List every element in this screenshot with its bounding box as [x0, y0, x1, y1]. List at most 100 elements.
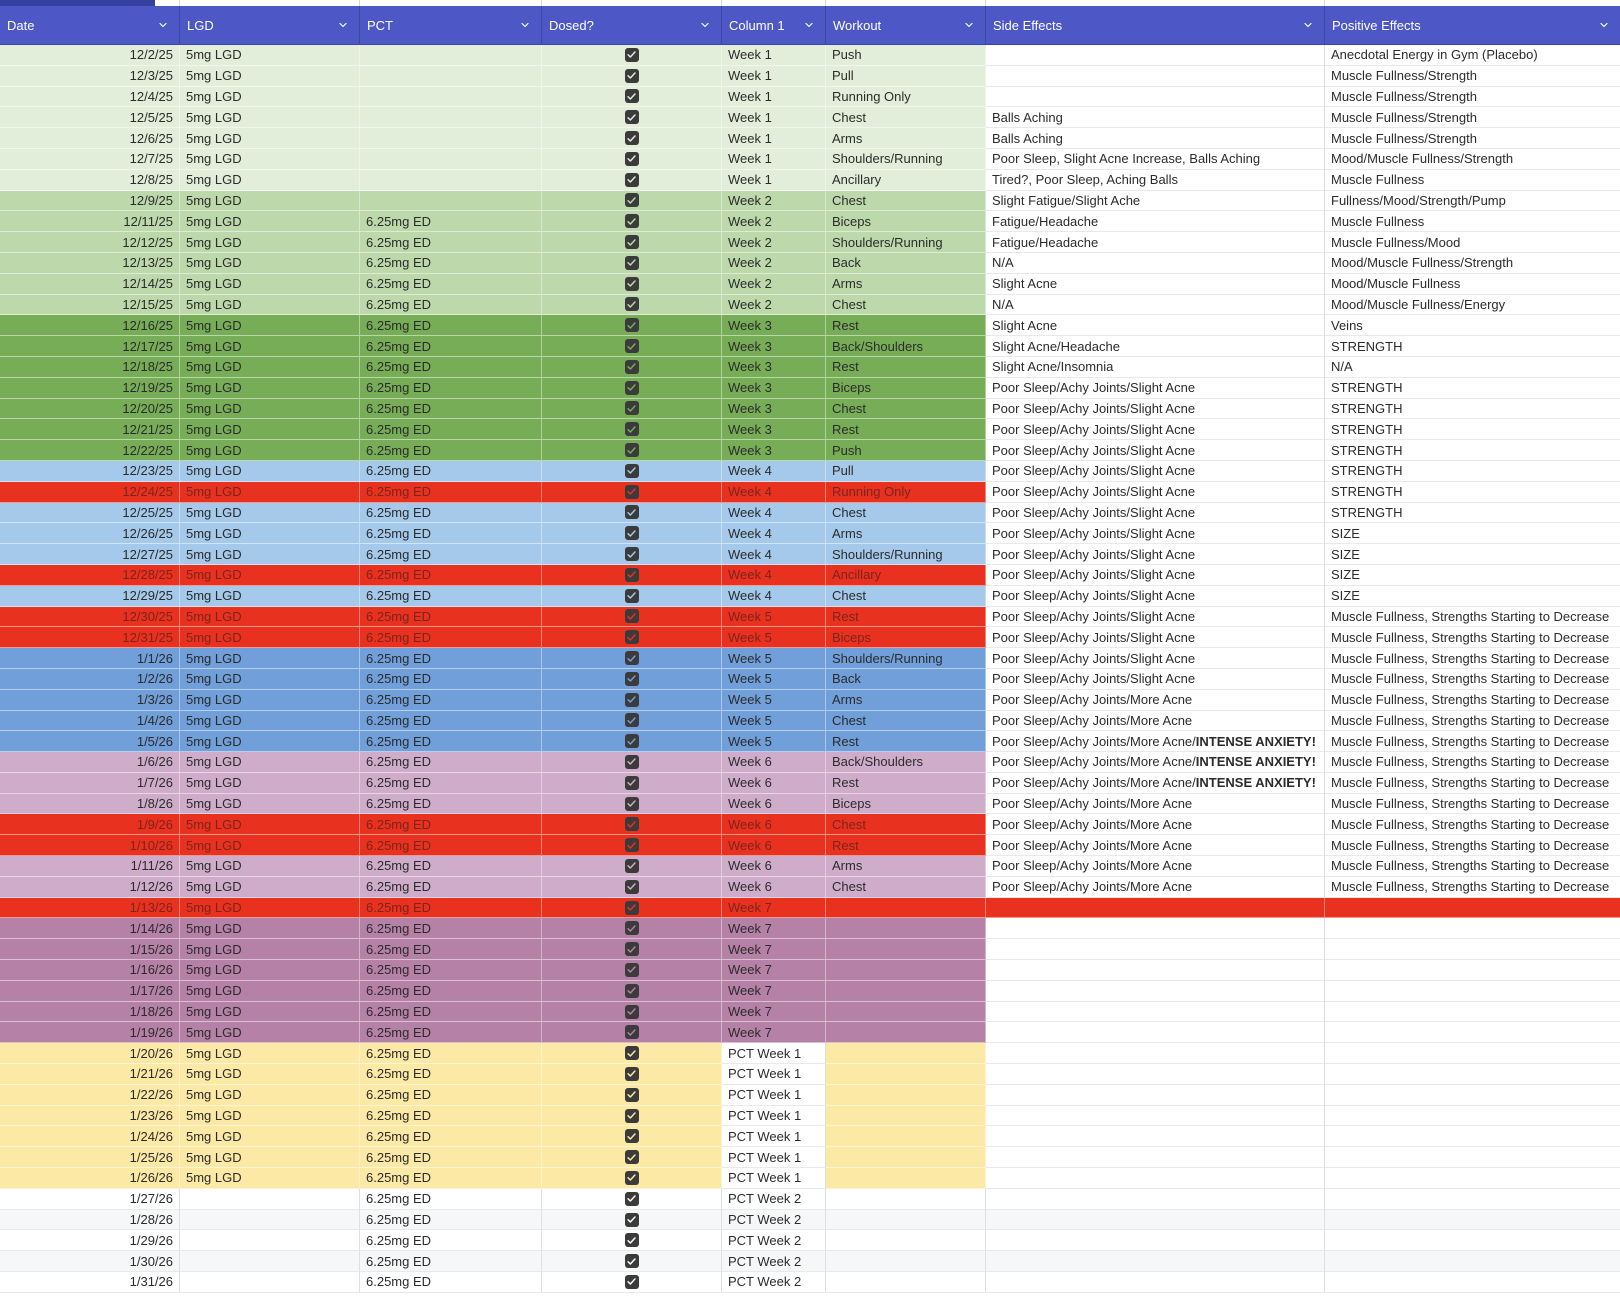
cell-pct[interactable]: 6.25mg ED: [360, 648, 542, 669]
cell-column1[interactable]: Week 4: [722, 523, 826, 545]
cell-workout[interactable]: Chest: [826, 876, 986, 898]
cell-lgd[interactable]: 5mg LGD: [180, 606, 360, 628]
cell-dosed[interactable]: [542, 1272, 722, 1293]
cell-column1[interactable]: PCT Week 1: [722, 1105, 826, 1127]
cell-positive-effects[interactable]: Muscle Fullness/Strength: [1325, 107, 1620, 129]
cell-positive-effects[interactable]: N/A: [1325, 356, 1620, 378]
cell-dosed[interactable]: [542, 502, 722, 524]
dosed-checkbox[interactable]: [624, 838, 639, 853]
cell-column1[interactable]: Week 5: [722, 668, 826, 690]
cell-dosed[interactable]: [542, 544, 722, 565]
cell-pct[interactable]: 6.25mg ED: [360, 232, 542, 253]
cell-pct[interactable]: 6.25mg ED: [360, 1043, 542, 1065]
cell-lgd[interactable]: 5mg LGD: [180, 419, 360, 441]
cell-side-effects[interactable]: Poor Sleep/Achy Joints/Slight Acne: [986, 564, 1325, 586]
cell-lgd[interactable]: 5mg LGD: [180, 65, 360, 87]
cell-dosed[interactable]: [542, 315, 722, 337]
cell-date[interactable]: 12/31/25: [0, 627, 180, 649]
dosed-checkbox[interactable]: [624, 567, 639, 582]
cell-workout[interactable]: Chest: [826, 710, 986, 732]
cell-side-effects[interactable]: Slight Fatigue/Slight Ache: [986, 190, 1325, 212]
cell-lgd[interactable]: 5mg LGD: [180, 211, 360, 233]
cell-date[interactable]: 1/24/26: [0, 1126, 180, 1148]
cell-lgd[interactable]: 5mg LGD: [180, 315, 360, 337]
cell-positive-effects[interactable]: Muscle Fullness, Strengths Starting to D…: [1325, 856, 1620, 877]
cell-lgd[interactable]: 5mg LGD: [180, 107, 360, 129]
dosed-checkbox[interactable]: [624, 380, 639, 395]
cell-positive-effects[interactable]: Muscle Fullness, Strengths Starting to D…: [1325, 668, 1620, 690]
cell-side-effects[interactable]: [986, 1001, 1325, 1023]
cell-date[interactable]: 12/16/25: [0, 315, 180, 337]
cell-date[interactable]: 12/26/25: [0, 523, 180, 545]
cell-column1[interactable]: Week 7: [722, 1001, 826, 1023]
cell-dosed[interactable]: [542, 440, 722, 461]
cell-pct[interactable]: 6.25mg ED: [360, 585, 542, 607]
cell-pct[interactable]: 6.25mg ED: [360, 1251, 542, 1273]
cell-column1[interactable]: Week 6: [722, 835, 826, 857]
cell-date[interactable]: 1/30/26: [0, 1251, 180, 1273]
cell-column1[interactable]: PCT Week 2: [722, 1209, 826, 1231]
cell-positive-effects[interactable]: [1325, 1126, 1620, 1148]
dosed-checkbox[interactable]: [624, 734, 639, 749]
cell-positive-effects[interactable]: Fullness/Mood/Strength/Pump: [1325, 190, 1620, 212]
cell-dosed[interactable]: [542, 668, 722, 690]
cell-lgd[interactable]: 5mg LGD: [180, 1126, 360, 1148]
cell-dosed[interactable]: [542, 523, 722, 545]
cell-column1[interactable]: Week 7: [722, 980, 826, 1002]
cell-date[interactable]: 12/21/25: [0, 419, 180, 441]
cell-column1[interactable]: Week 2: [722, 273, 826, 295]
cell-lgd[interactable]: 5mg LGD: [180, 960, 360, 981]
cell-dosed[interactable]: [542, 377, 722, 399]
cell-dosed[interactable]: [542, 960, 722, 981]
cell-date[interactable]: 12/15/25: [0, 294, 180, 316]
cell-workout[interactable]: [826, 960, 986, 981]
cell-column1[interactable]: Week 6: [722, 772, 826, 794]
cell-date[interactable]: 1/31/26: [0, 1272, 180, 1293]
cell-column1[interactable]: PCT Week 1: [722, 1064, 826, 1085]
dosed-checkbox[interactable]: [624, 879, 639, 894]
cell-workout[interactable]: Shoulders/Running: [826, 232, 986, 253]
cell-dosed[interactable]: [542, 939, 722, 961]
cell-side-effects[interactable]: [986, 45, 1325, 66]
cell-date[interactable]: 1/28/26: [0, 1209, 180, 1231]
cell-side-effects[interactable]: Poor Sleep/Achy Joints/More Acne: [986, 689, 1325, 711]
cell-lgd[interactable]: 5mg LGD: [180, 440, 360, 461]
cell-date[interactable]: 1/10/26: [0, 835, 180, 857]
cell-lgd[interactable]: [180, 1209, 360, 1231]
cell-column1[interactable]: Week 1: [722, 86, 826, 108]
cell-side-effects[interactable]: Slight Acne: [986, 315, 1325, 337]
cell-positive-effects[interactable]: Muscle Fullness, Strengths Starting to D…: [1325, 627, 1620, 649]
cell-lgd[interactable]: 5mg LGD: [180, 377, 360, 399]
cell-dosed[interactable]: [542, 1064, 722, 1085]
cell-date[interactable]: 12/30/25: [0, 606, 180, 628]
cell-pct[interactable]: 6.25mg ED: [360, 856, 542, 877]
cell-side-effects[interactable]: Poor Sleep/Achy Joints/Slight Acne: [986, 481, 1325, 503]
cell-positive-effects[interactable]: SIZE: [1325, 564, 1620, 586]
cell-date[interactable]: 12/4/25: [0, 86, 180, 108]
cell-workout[interactable]: Rest: [826, 835, 986, 857]
cell-workout[interactable]: Chest: [826, 585, 986, 607]
cell-pct[interactable]: 6.25mg ED: [360, 793, 542, 815]
cell-date[interactable]: 12/5/25: [0, 107, 180, 129]
cell-workout[interactable]: [826, 1105, 986, 1127]
dosed-checkbox[interactable]: [624, 172, 639, 187]
cell-workout[interactable]: [826, 1230, 986, 1252]
cell-column1[interactable]: Week 3: [722, 336, 826, 357]
cell-date[interactable]: 12/12/25: [0, 232, 180, 253]
dosed-checkbox[interactable]: [624, 1150, 639, 1165]
cell-workout[interactable]: Back/Shoulders: [826, 336, 986, 357]
cell-positive-effects[interactable]: STRENGTH: [1325, 398, 1620, 420]
dosed-checkbox[interactable]: [624, 900, 639, 915]
cell-side-effects[interactable]: Poor Sleep/Achy Joints/Slight Acne: [986, 606, 1325, 628]
cell-pct[interactable]: 6.25mg ED: [360, 627, 542, 649]
cell-side-effects[interactable]: [986, 1105, 1325, 1127]
dosed-checkbox[interactable]: [624, 796, 639, 811]
cell-pct[interactable]: 6.25mg ED: [360, 918, 542, 940]
cell-lgd[interactable]: 5mg LGD: [180, 731, 360, 753]
header-pct[interactable]: PCT: [360, 6, 542, 44]
cell-positive-effects[interactable]: SIZE: [1325, 585, 1620, 607]
cell-lgd[interactable]: [180, 1272, 360, 1293]
cell-side-effects[interactable]: Poor Sleep/Achy Joints/More Acne: [986, 856, 1325, 877]
cell-date[interactable]: 1/23/26: [0, 1105, 180, 1127]
cell-pct[interactable]: 6.25mg ED: [360, 440, 542, 461]
